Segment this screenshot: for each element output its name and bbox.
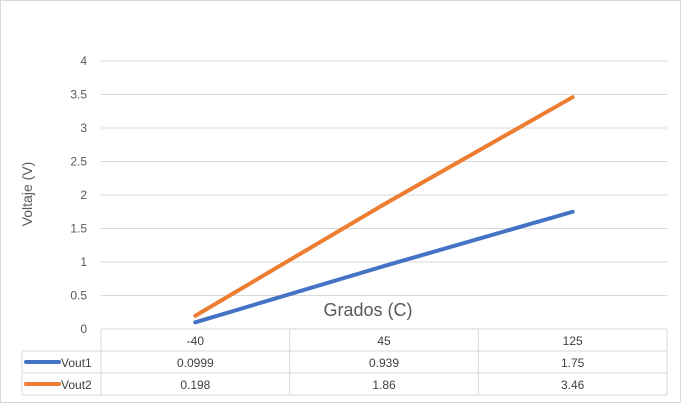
y-tick-label: 0 xyxy=(80,322,87,336)
x-axis-title: Grados (C) xyxy=(323,300,412,320)
y-tick-label: 4 xyxy=(80,54,87,68)
table-cell-value: 1.75 xyxy=(561,356,585,370)
table-cell-value: 0.198 xyxy=(180,378,210,392)
legend-label: Vout2 xyxy=(61,378,92,392)
series-line-vout2 xyxy=(193,95,575,318)
x-tick-label: 45 xyxy=(377,334,391,348)
legend-label: Vout1 xyxy=(61,356,92,370)
series-line-vout1 xyxy=(193,209,575,325)
y-tick-label: 3.5 xyxy=(70,88,87,102)
table-cell-value: 3.46 xyxy=(561,378,585,392)
y-tick-label: 3 xyxy=(80,121,87,135)
table-cell-value: 0.939 xyxy=(369,356,399,370)
table-cell-value: 0.0999 xyxy=(177,356,214,370)
table-cell-value: 1.86 xyxy=(372,378,396,392)
x-tick-label: 125 xyxy=(563,334,583,348)
x-tick-label: -40 xyxy=(187,334,205,348)
y-tick-label: 2.5 xyxy=(70,155,87,169)
y-tick-label: 1 xyxy=(80,255,87,269)
y-tick-label: 0.5 xyxy=(70,289,87,303)
y-axis-title: Voltaje (V) xyxy=(19,162,35,227)
y-tick-label: 1.5 xyxy=(70,222,87,236)
y-tick-label: 2 xyxy=(80,188,87,202)
